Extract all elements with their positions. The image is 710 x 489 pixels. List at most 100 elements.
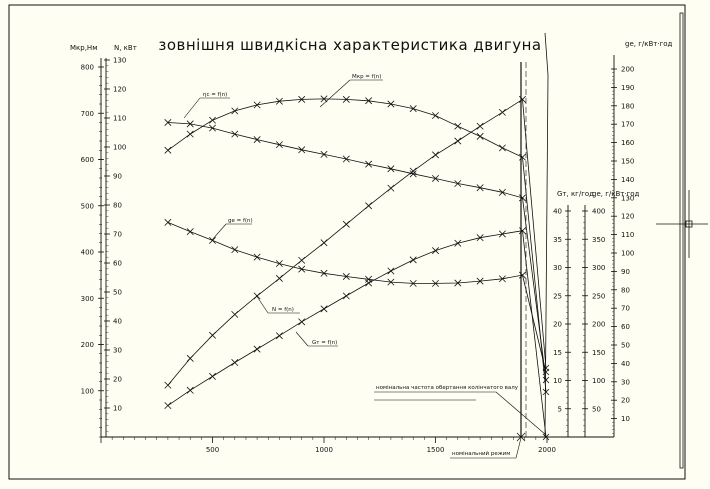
data-point-marker <box>342 220 350 228</box>
torque-tick-label: 300 <box>81 295 94 303</box>
ge-tick-label: 160 <box>621 139 634 147</box>
data-point-marker <box>320 305 328 313</box>
fuel-tick-label: 30 <box>553 264 562 272</box>
data-point-marker <box>186 228 194 236</box>
data-point-marker <box>342 273 350 280</box>
data-point-marker <box>164 119 172 126</box>
data-point-marker <box>409 167 417 175</box>
data-point-marker <box>186 386 194 394</box>
data-point-marker <box>498 230 506 238</box>
data-point-marker <box>186 354 194 362</box>
data-point-marker <box>253 253 261 261</box>
crosshair-icon <box>656 190 708 258</box>
ge-tick-label: 120 <box>621 213 634 221</box>
data-point-marker <box>298 318 306 326</box>
ge2-tick-label: 400 <box>592 208 605 216</box>
data-point-marker <box>231 359 239 367</box>
data-point-marker <box>231 246 239 254</box>
data-point-marker <box>253 345 261 353</box>
ge-tick-label: 140 <box>621 176 634 184</box>
label-ge: ge = f(n) <box>211 218 253 241</box>
data-point-marker <box>209 116 216 124</box>
torque-tick-label: 800 <box>81 64 94 72</box>
data-point-marker <box>542 388 550 396</box>
data-point-marker <box>432 151 439 159</box>
label-eta: ηс = f(n) <box>183 92 230 119</box>
label-fuel: Gт = f(n) <box>295 331 338 347</box>
outer-frame <box>8 4 686 480</box>
power-tick-label: 20 <box>113 376 122 384</box>
data-point-marker <box>432 247 439 255</box>
svg-text:ηс = f(n): ηс = f(n) <box>203 92 227 98</box>
data-point-marker <box>164 218 172 226</box>
regulator-tails <box>516 99 550 442</box>
data-point-marker <box>253 101 261 109</box>
data-point-marker <box>542 364 550 372</box>
x-tick-label: 1000 <box>315 446 333 454</box>
data-point-marker <box>275 97 283 105</box>
data-point-marker <box>342 155 350 163</box>
power-tick-label: 60 <box>113 260 122 268</box>
data-point-marker <box>387 100 395 108</box>
x-tick-label: 1500 <box>427 446 445 454</box>
data-point-marker <box>476 132 484 140</box>
data-point-marker <box>209 372 216 380</box>
ge2-axis-label: ge, г/кВт·год <box>592 190 640 198</box>
data-point-marker <box>454 122 462 130</box>
ge-tick-label: 190 <box>621 84 634 92</box>
svg-text:Мкр = f(n): Мкр = f(n) <box>352 74 381 80</box>
fuel-tick-label: 40 <box>553 208 562 216</box>
data-point-marker <box>231 310 239 318</box>
power-tick-label: 120 <box>113 86 126 94</box>
data-point-marker <box>432 112 439 120</box>
data-point-marker <box>365 160 373 168</box>
ge2-tick-label: 150 <box>592 349 605 357</box>
power-tick-label: 10 <box>113 405 122 413</box>
fuel-tick-label: 25 <box>553 292 562 300</box>
data-point-marker <box>476 234 484 242</box>
series-curves <box>164 95 526 410</box>
ge-tick-label: 180 <box>621 102 634 110</box>
fuel-tick-label: 20 <box>553 321 562 329</box>
svg-text:N = f(n): N = f(n) <box>272 307 294 313</box>
ge-tick-label: 60 <box>621 323 630 331</box>
ge-tick-label: 10 <box>621 415 630 423</box>
data-point-marker <box>298 95 306 103</box>
chart-title: зовнішня швидкісна характеристика двигун… <box>158 36 541 54</box>
ge-tick-label: 130 <box>621 194 634 202</box>
fuel-consumption-axis-label: Gт, кг/год <box>557 190 594 198</box>
data-point-marker <box>275 274 283 282</box>
data-point-marker <box>275 332 283 340</box>
ge-tick-label: 150 <box>621 158 634 166</box>
data-point-marker <box>298 256 306 264</box>
ge-tick-label: 70 <box>621 305 630 313</box>
svg-text:номінальний режим: номінальний режим <box>452 450 510 457</box>
data-point-marker <box>342 292 350 300</box>
label-power: N = f(n) <box>255 294 300 314</box>
ge-axis-label: ge, г/кВт·год <box>625 40 673 48</box>
ge2-tick-label: 100 <box>592 377 605 385</box>
data-point-marker <box>164 381 172 389</box>
data-point-marker <box>409 170 417 178</box>
power-tick-label: 30 <box>113 347 122 355</box>
data-point-marker <box>432 279 439 287</box>
torque-tick-label: 100 <box>81 387 94 395</box>
data-point-marker <box>498 275 506 283</box>
label-torque: Мкр = f(n) <box>319 74 383 108</box>
data-point-marker <box>498 188 506 196</box>
data-point-marker <box>186 120 194 128</box>
x-tick-label: 500 <box>206 446 219 454</box>
torque-tick-label: 500 <box>81 202 94 210</box>
torque-tick-label: 700 <box>81 110 94 118</box>
torque-axis-label: Мкр,Нм <box>70 44 97 52</box>
data-point-marker <box>387 165 395 173</box>
ge-tick-label: 90 <box>621 268 630 276</box>
data-point-marker <box>275 260 283 268</box>
fuel-tick-label: 35 <box>553 236 562 244</box>
data-point-marker <box>209 124 216 132</box>
data-point-marker <box>253 136 261 144</box>
torque-tick-label: 400 <box>81 249 94 257</box>
ge2-tick-label: 300 <box>592 264 605 272</box>
data-point-marker <box>209 331 216 339</box>
